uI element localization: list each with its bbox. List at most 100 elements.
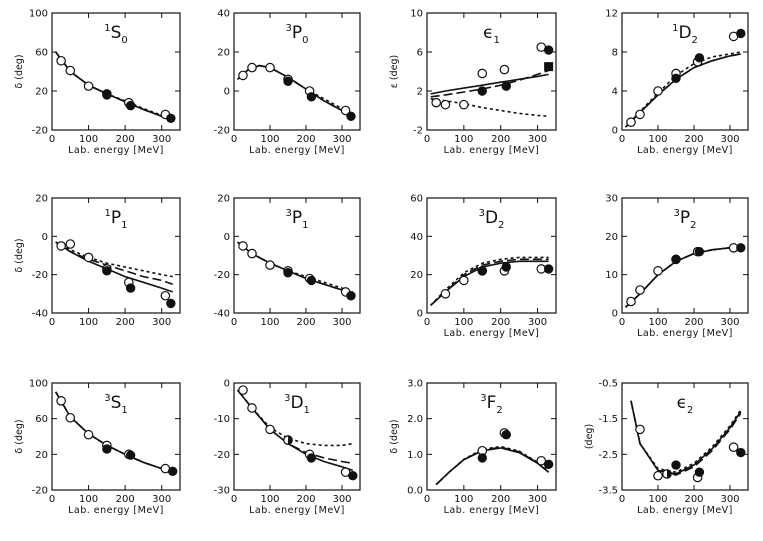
- data-point-filled: [125, 100, 136, 111]
- x-tick-label: 200: [684, 134, 703, 145]
- x-tick-label: 0: [619, 134, 625, 145]
- data-point-filled: [736, 243, 746, 253]
- x-tick-label: 200: [684, 494, 703, 505]
- panel-frame: [621, 382, 749, 491]
- data-point-open: [238, 241, 248, 251]
- data-point-open: [635, 424, 645, 435]
- data-point-filled: [671, 254, 681, 265]
- x-tick-label: 300: [528, 134, 547, 145]
- x-tick-label: 300: [528, 317, 547, 328]
- data-point-filled: [477, 453, 487, 463]
- curve-longdash: [237, 64, 354, 118]
- data-point-open: [499, 64, 510, 75]
- data-point-filled: [346, 111, 356, 122]
- x-tick-label: 200: [116, 494, 135, 505]
- panel-frame: [233, 12, 361, 131]
- title-letter: ϵ: [677, 393, 687, 413]
- title-letter: D: [678, 23, 691, 43]
- x-tick-label: 100: [79, 494, 98, 505]
- title-superscript: 3: [479, 208, 485, 219]
- title-subscript: 1: [121, 220, 127, 231]
- y-axis-label: (deg): [584, 424, 595, 449]
- y-tick-label: -20: [214, 126, 230, 137]
- data-point-open: [265, 62, 275, 73]
- title-superscript: 3: [284, 393, 290, 404]
- panel-1p1: 0 100 200 300 -40 -20 0 20 δ (deg) 1P1: [14, 194, 181, 328]
- title-subscript: 2: [692, 35, 698, 46]
- data-point-filled: [477, 266, 487, 276]
- y-axis-label: δ (deg): [389, 419, 400, 453]
- curve-shortdash: [430, 98, 549, 118]
- curve-shortdash: [430, 256, 549, 306]
- title-superscript: 1: [672, 23, 678, 34]
- x-axis-label: Lab. energy [MeV]: [637, 145, 733, 156]
- y-tick-label: -10: [214, 414, 230, 425]
- data-point-open: [65, 412, 76, 423]
- data-point-open: [653, 86, 663, 96]
- x-tick-label: 200: [116, 134, 135, 145]
- title-letter: D: [290, 393, 303, 413]
- data-point-open: [247, 403, 257, 413]
- x-tick-label: 300: [528, 494, 547, 505]
- data-point-open: [238, 385, 248, 395]
- data-point-open: [477, 68, 488, 79]
- y-tick-label: -2: [413, 126, 423, 137]
- panel-title: 1P1: [104, 208, 127, 231]
- title-subscript: 2: [690, 220, 696, 231]
- x-tick-label: 300: [332, 494, 351, 505]
- data-point-filled: [306, 453, 317, 463]
- data-point-filled: [543, 459, 554, 470]
- panel-title: 3P0: [285, 23, 308, 46]
- curve-solid: [430, 73, 549, 95]
- title-letter: ϵ: [483, 23, 493, 43]
- data-point-filled: [501, 262, 511, 272]
- curve-solid: [55, 241, 173, 293]
- data-point-filled: [736, 28, 746, 39]
- panel-title: 3D2: [479, 208, 505, 231]
- y-tick-label: 20: [605, 232, 618, 243]
- x-tick-label: 0: [619, 317, 625, 328]
- panel-3d2: 0 100 200 300 0 20 40 60 Lab. energy [MeV] 3D2: [410, 194, 557, 339]
- curve-solid: [430, 260, 549, 306]
- x-tick-label: 300: [152, 494, 171, 505]
- x-tick-label: 300: [720, 494, 739, 505]
- panel-frame: [426, 382, 557, 491]
- x-tick-label: 0: [231, 317, 237, 328]
- y-tick-label: 3.0: [407, 379, 423, 390]
- panel-title: 3P2: [673, 208, 696, 231]
- y-tick-label: 40: [217, 9, 230, 20]
- y-tick-label: 1.0: [407, 450, 423, 461]
- data-point-open: [459, 99, 469, 110]
- data-point-open: [440, 99, 451, 110]
- data-point-filled: [306, 92, 317, 102]
- panel-title: 3D1: [284, 393, 310, 416]
- title-subscript: 2: [498, 220, 504, 231]
- title-subscript: 1: [302, 220, 308, 231]
- curve-solid: [625, 247, 741, 308]
- curve-longdash: [55, 241, 173, 286]
- data-point-open: [238, 70, 248, 81]
- y-tick-label: 40: [410, 232, 423, 243]
- data-point-filled: [125, 283, 136, 293]
- x-tick-label: 100: [454, 317, 473, 328]
- panel-title: 1D2: [672, 23, 698, 46]
- curve-shortdash: [625, 51, 741, 128]
- data-point-open: [83, 252, 94, 263]
- data-point-half-fill: [667, 469, 672, 479]
- y-axis-label: δ (deg): [14, 419, 25, 453]
- data-point-open: [440, 289, 451, 299]
- y-tick-label: 0: [224, 232, 230, 243]
- y-tick-label: 20: [35, 87, 48, 98]
- title-subscript: 2: [496, 405, 502, 416]
- title-superscript: 3: [285, 23, 291, 34]
- panel-frame: [426, 197, 557, 314]
- data-point-square: [544, 62, 554, 72]
- y-tick-label: -20: [32, 126, 48, 137]
- curve-longdash: [430, 69, 549, 98]
- x-tick-label: 0: [231, 494, 237, 505]
- curve-shortdash: [625, 247, 741, 308]
